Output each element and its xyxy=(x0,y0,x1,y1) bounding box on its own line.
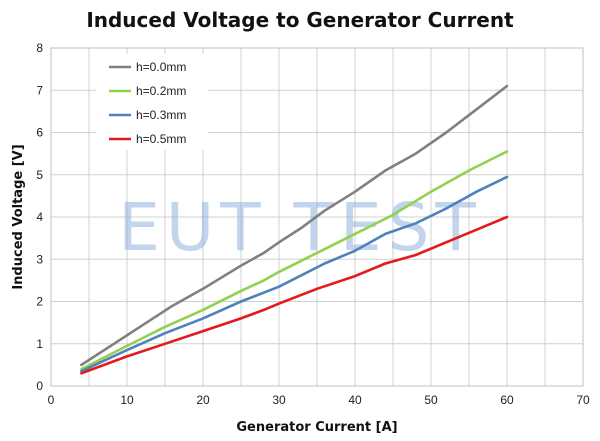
x-axis-label: Generator Current [A] xyxy=(236,420,397,435)
y-tick-label: 4 xyxy=(36,210,43,224)
y-tick-label: 6 xyxy=(36,126,43,140)
legend: h=0.0mm h=0.2mm h=0.3mm h=0.5mm xyxy=(96,54,208,150)
series-line-4 xyxy=(80,215,509,375)
y-tick-label: 3 xyxy=(36,252,43,266)
series-line-3 xyxy=(80,175,509,373)
x-axis-ticks: 0 10 20 30 40 50 60 70 xyxy=(48,393,590,407)
x-tick-label: 0 xyxy=(48,393,55,407)
legend-label: h=0.2mm xyxy=(136,84,186,98)
series-line-1 xyxy=(80,84,509,367)
legend-background xyxy=(96,54,208,150)
x-tick-label: 30 xyxy=(272,393,286,407)
legend-label: h=0.0mm xyxy=(136,60,186,74)
series-lines xyxy=(80,84,509,375)
y-tick-label: 2 xyxy=(36,295,43,309)
legend-label: h=0.5mm xyxy=(136,132,186,146)
y-tick-label: 1 xyxy=(36,337,43,351)
chart-title: Induced Voltage to Generator Current xyxy=(86,8,514,32)
y-tick-label: 7 xyxy=(36,83,43,97)
series-line-2 xyxy=(80,150,509,371)
x-tick-label: 40 xyxy=(348,393,362,407)
x-tick-label: 20 xyxy=(196,393,210,407)
y-tick-label: 0 xyxy=(36,379,43,393)
legend-label: h=0.3mm xyxy=(136,108,186,122)
x-tick-label: 70 xyxy=(576,393,590,407)
x-tick-label: 50 xyxy=(424,393,438,407)
y-axis-ticks: 0 1 2 3 4 5 6 7 8 xyxy=(36,41,43,393)
x-tick-label: 60 xyxy=(500,393,514,407)
y-tick-label: 5 xyxy=(36,168,43,182)
plot-area-border xyxy=(50,47,584,387)
y-axis-label: Induced Voltage [V] xyxy=(11,144,26,289)
y-tick-label: 8 xyxy=(36,41,43,55)
x-tick-label: 10 xyxy=(120,393,134,407)
